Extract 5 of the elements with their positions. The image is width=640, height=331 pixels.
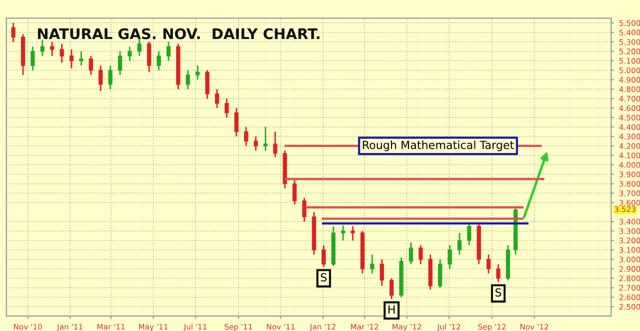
text: NATURAL GAS. NOV. DAILY CHART. bbox=[38, 28, 320, 40]
annotation: S bbox=[320, 273, 327, 282]
annotation: Rough Mathematical Target bbox=[362, 140, 514, 152]
annotation: S bbox=[495, 288, 502, 297]
annotation: H bbox=[388, 305, 395, 314]
